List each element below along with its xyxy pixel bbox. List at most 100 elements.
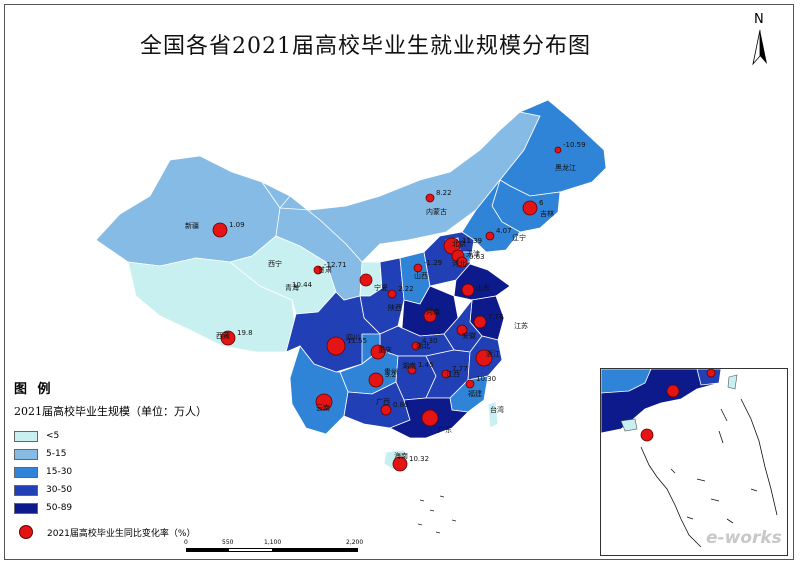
legend-item: 30-50: [14, 481, 254, 499]
legend-swatch: [14, 448, 38, 460]
growth-circle: [212, 222, 228, 238]
growth-circle: [421, 409, 439, 427]
province-label: 广西: [376, 397, 390, 406]
province-label: 青海: [285, 283, 299, 292]
legend-item-label: 50-89: [46, 503, 73, 513]
province-label: 山西: [414, 271, 428, 280]
growth-label: 11.55: [347, 337, 367, 345]
province-label: 江苏: [514, 321, 528, 330]
watermark: e-works: [706, 528, 782, 548]
legend-item: 5-15: [14, 445, 254, 463]
province-label: 山东: [476, 283, 490, 292]
growth-label: 11.39: [462, 237, 482, 245]
growth-label: 19.8: [237, 329, 253, 337]
growth-circle: [522, 200, 538, 216]
growth-label: 1.09: [229, 221, 245, 229]
growth-circle: [326, 336, 346, 356]
province-label: 四川: [346, 334, 360, 342]
scale-tick-1: 550: [222, 539, 234, 546]
growth-label: 10.32: [409, 455, 429, 463]
legend-item-label: 5-15: [46, 449, 67, 459]
north-label: N: [754, 12, 764, 27]
south-china-sea-inset: [600, 368, 788, 556]
growth-circle: [473, 315, 487, 329]
north-arrow-icon: [752, 29, 767, 66]
legend-swatch: [14, 484, 38, 496]
scale-tick-0: 0: [184, 539, 188, 546]
province-label: 贵州: [384, 367, 398, 376]
growth-circle: [425, 193, 435, 203]
growth-label: 7.76: [488, 313, 504, 321]
province-label: 宁夏: [374, 283, 388, 292]
province-region: [423, 231, 475, 287]
scale-bar: 0 550 1,100 2,200: [184, 539, 363, 553]
city-label: 西宁: [268, 259, 282, 268]
growth-label: 3.2: [385, 371, 396, 379]
island-mark: [417, 523, 423, 526]
legend-swatch: [14, 430, 38, 442]
growth-label: 2.22: [398, 285, 414, 293]
growth-circle: [485, 231, 495, 241]
scale-tick-3: 2,200: [346, 539, 364, 546]
province-label: 河南: [426, 307, 440, 316]
province-label: 甘肃: [318, 265, 332, 274]
province-label: 安徽: [462, 331, 476, 340]
province-label: 西藏: [216, 331, 230, 340]
growth-circle: [370, 344, 386, 360]
growth-circle: [407, 365, 417, 375]
growth-circle: [413, 263, 423, 273]
legend-swatch: [14, 502, 38, 514]
province-label: 天津: [466, 250, 480, 258]
growth-circle: [456, 324, 468, 336]
legend-item: 50-89: [14, 499, 254, 517]
province-label: 河北: [452, 260, 466, 268]
growth-label: 0.80: [393, 401, 409, 409]
growth-label: 4.07: [496, 227, 512, 235]
province-label: 福建: [468, 389, 482, 398]
growth-label: 1.45: [418, 361, 434, 369]
growth-label: -10.59: [563, 141, 586, 149]
growth-circle: [313, 265, 323, 275]
province-label: 广东: [438, 425, 452, 434]
province-label: 陕西: [388, 303, 402, 312]
growth-label: 8.22: [436, 189, 452, 197]
growth-circle: [461, 283, 475, 297]
scale-seg: [186, 548, 229, 552]
province-label: 新疆: [185, 221, 199, 230]
growth-circle: [411, 341, 421, 351]
legend-item-label: 30-50: [46, 485, 73, 495]
province-region: [487, 401, 499, 429]
legend-item: <5: [14, 427, 254, 445]
legend-subtitle: 2021届高校毕业生规模（单位：万人）: [14, 405, 207, 418]
province-label: 海南: [394, 451, 408, 460]
province-label: 黑龙江: [555, 163, 576, 172]
province-label: 云南: [316, 403, 330, 412]
legend-item: 15-30: [14, 463, 254, 481]
red-circle-icon: [19, 525, 33, 539]
map-title: 全国各省2021届高校毕业生就业规模分布图: [140, 34, 591, 59]
legend: 图 例 2021届高校毕业生规模（单位：万人） <5 5-15 15-30 30-50…: [14, 378, 254, 541]
growth-circle: [315, 393, 333, 411]
growth-circle: [392, 456, 408, 472]
growth-circle: [359, 273, 373, 287]
province-label: 湖南: [402, 361, 416, 370]
growth-circle: [423, 309, 437, 323]
growth-label: 10.44: [292, 281, 313, 289]
growth-circle: [368, 372, 384, 388]
province-label: 浙江: [486, 349, 500, 358]
north-arrow: N: [748, 12, 772, 72]
island-mark: [419, 499, 425, 502]
province-label: 辽宁: [512, 233, 526, 242]
province-label: 湖北: [416, 341, 430, 350]
growth-circle: [380, 404, 392, 416]
island-mark: [439, 495, 445, 498]
province-label: 台湾: [490, 405, 504, 414]
province-label: 江西: [446, 370, 460, 378]
legend-circle-item: 2021届高校毕业生同比变化率（%）: [14, 523, 254, 541]
map-frame: [4, 4, 794, 560]
legend-item-label: <5: [46, 431, 60, 441]
scale-seg: [272, 548, 358, 552]
growth-circle: [465, 379, 475, 389]
province-label: 重庆: [378, 345, 392, 354]
